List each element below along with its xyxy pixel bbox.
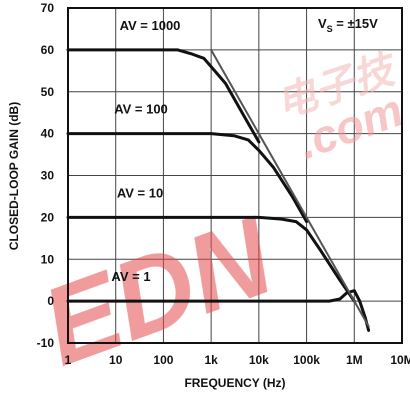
x-tick-label: 100k	[293, 353, 320, 367]
y-tick-label: 60	[41, 43, 55, 57]
series-line	[66, 215, 356, 303]
curve-label: AV = 1000	[120, 18, 181, 33]
open-loop-line	[210, 48, 370, 328]
annotation-main: V	[318, 16, 327, 31]
x-tick-label: 10	[109, 353, 123, 367]
x-axis-title: FREQUENCY (Hz)	[184, 376, 285, 390]
annotation-sub: S	[327, 24, 333, 34]
x-tick-label: 100	[153, 353, 173, 367]
series-group	[66, 48, 371, 332]
x-tick-labels: 1 10 100 1k 10k 100k 1M 10M	[65, 353, 410, 367]
y-tick-label: -10	[37, 336, 55, 350]
series-line	[66, 48, 261, 144]
y-tick-label: 40	[41, 127, 55, 141]
y-axis-title: CLOSED-LOOP GAIN (dB)	[7, 102, 21, 250]
y-tick-label: 30	[41, 169, 55, 183]
x-tick-label: 1	[65, 353, 72, 367]
curve-label: AV = 1	[111, 269, 150, 284]
x-tick-label: 1M	[346, 353, 363, 367]
x-tick-label: 1k	[204, 353, 218, 367]
series-line	[66, 289, 371, 332]
y-tick-label: 20	[41, 210, 55, 224]
y-tick-label: 10	[41, 252, 55, 266]
x-tick-label: 10k	[249, 353, 269, 367]
supply-voltage-annotation: VS = ±15V	[318, 16, 378, 34]
x-tick-label: 10M	[390, 353, 410, 367]
plot-frame	[67, 7, 403, 344]
y-tick-labels: 70 60 50 40 30 20 10 0 -10	[37, 1, 55, 350]
annotation-value: = ±15V	[333, 16, 378, 31]
curve-labels: AV = 1000 AV = 100 AV = 10 AV = 1	[111, 18, 180, 284]
curve-label: AV = 100	[114, 102, 168, 117]
series-line	[66, 132, 309, 224]
y-tick-label: 50	[41, 85, 55, 99]
y-tick-label: 0	[47, 294, 54, 308]
curve-label: AV = 10	[117, 185, 163, 200]
y-tick-label: 70	[41, 1, 55, 15]
